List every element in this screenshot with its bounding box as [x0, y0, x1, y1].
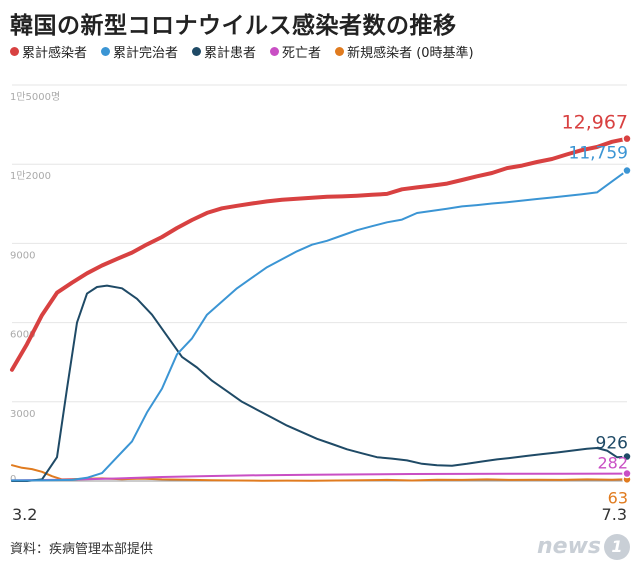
series-end-point	[622, 451, 632, 462]
news1-logo: news 1	[537, 534, 630, 560]
end-label-deaths: 282	[597, 454, 628, 473]
x-tick-label: 7.3	[602, 505, 627, 524]
legend-label: 累計患者	[204, 46, 257, 61]
legend-item-new-cases: 新規感染者 (0時基準)	[335, 42, 474, 61]
legend: 累計感染者 累計完治者 累計患者 死亡者 新規感染者 (0時基準)	[10, 42, 474, 61]
end-label-cumulative-patients: 926	[596, 434, 628, 454]
series-end-point	[622, 165, 632, 176]
y-tick-label: 1만5000명	[10, 91, 60, 103]
legend-label: 累計感染者	[22, 46, 88, 61]
x-tick-label: 3.2	[12, 505, 37, 524]
y-tick-label: 9000	[10, 250, 35, 261]
legend-dot-icon	[192, 47, 202, 56]
legend-dot-icon	[101, 47, 111, 56]
legend-item-cumulative-patients: 累計患者	[192, 42, 256, 61]
series-line-deaths	[11, 472, 628, 482]
end-label-new-cases: 63	[608, 488, 628, 507]
series-end-point	[622, 133, 632, 144]
source-note: 資料：疾病管理本部提供	[10, 542, 154, 557]
legend-item-cumulative-recovered: 累計完治者	[101, 42, 178, 61]
legend-label: 新規感染者 (0時基準)	[347, 46, 474, 61]
series-line-cumulative-patients	[11, 284, 628, 482]
chart-title: 韓国の新型コロナウイルス感染者数の推移	[10, 13, 457, 39]
series-end-point	[622, 468, 632, 479]
logo-mark: 1	[604, 534, 630, 560]
logo-text: news	[536, 534, 601, 559]
legend-item-cumulative-cases: 累計感染者	[10, 42, 87, 61]
y-tick-label: 3000	[10, 409, 35, 420]
end-label-cumulative-recovered: 11,759	[569, 144, 628, 164]
end-label-cumulative-cases: 12,967	[562, 112, 628, 134]
legend-label: 累計完治者	[113, 46, 179, 61]
legend-label: 死亡者	[282, 46, 322, 61]
series-line-cumulative-recovered	[11, 169, 628, 482]
legend-dot-icon	[335, 47, 345, 56]
legend-dot-icon	[270, 47, 280, 56]
legend-item-deaths: 死亡者	[270, 42, 321, 61]
y-tick-label: 1만2000	[10, 170, 51, 182]
series-line-cumulative-cases	[10, 136, 629, 372]
legend-dot-icon	[10, 47, 19, 56]
y-tick-label: 6000	[10, 330, 35, 341]
